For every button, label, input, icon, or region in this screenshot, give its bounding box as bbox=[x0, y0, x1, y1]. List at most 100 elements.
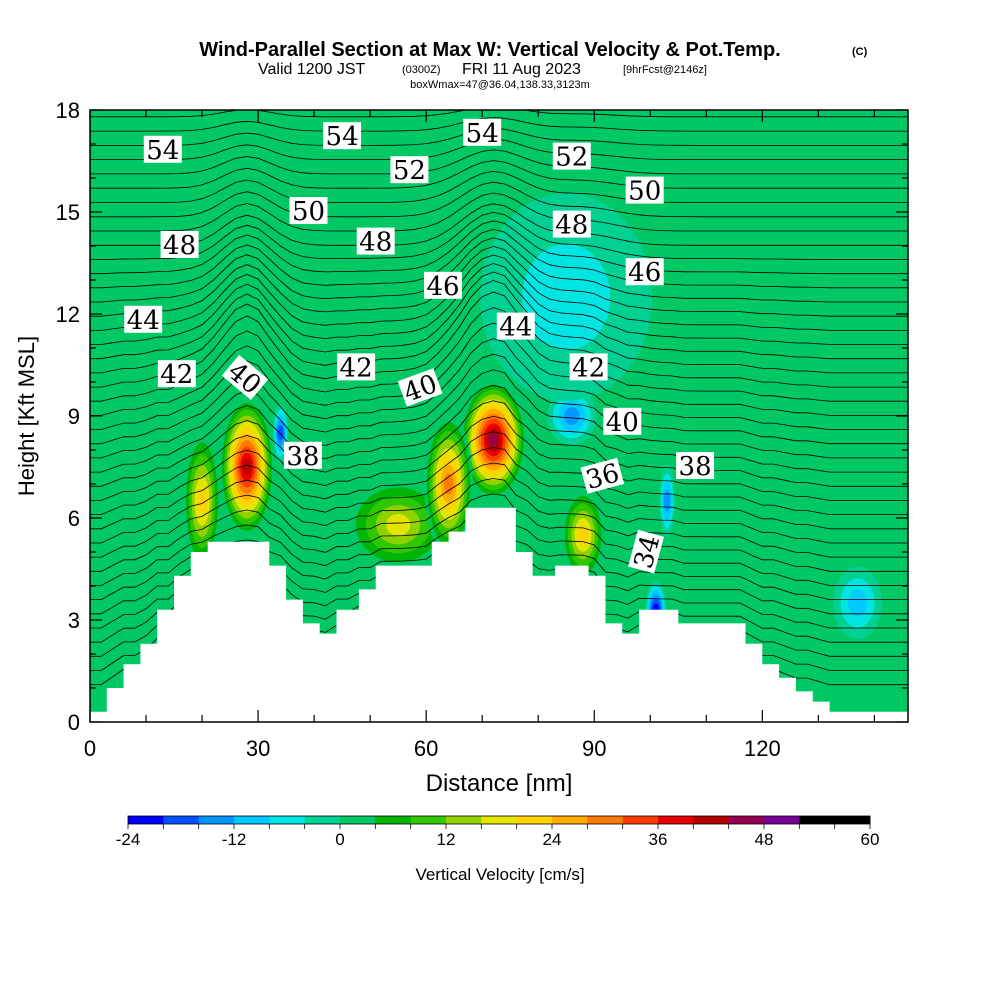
contour-label-text: 42 bbox=[572, 353, 605, 383]
theta-contour-line bbox=[90, 228, 908, 289]
colorbar-tick-label: 0 bbox=[335, 830, 344, 849]
colorbar-label: Vertical Velocity [cm/s] bbox=[415, 865, 584, 884]
theta-contour-line bbox=[90, 384, 908, 473]
theta-contour-line bbox=[90, 170, 908, 203]
x-tick-label: 60 bbox=[414, 736, 438, 761]
box-info: boxWmax=47@36.04,138.33,3123m bbox=[410, 79, 590, 91]
contour-label: 44 bbox=[124, 305, 163, 336]
y-tick-label: 12 bbox=[56, 302, 80, 327]
contour-label-text: 44 bbox=[499, 313, 532, 343]
colorbar-swatch bbox=[516, 816, 553, 824]
velocity-contour-band bbox=[277, 425, 284, 441]
velocity-contour-band bbox=[386, 513, 411, 536]
contour-label-box bbox=[390, 156, 429, 184]
contour-label-text: 48 bbox=[555, 211, 588, 241]
velocity-cell bbox=[833, 567, 882, 639]
contour-label-box bbox=[143, 135, 182, 163]
contour-label-text: 38 bbox=[679, 452, 712, 482]
colorbar-swatch bbox=[128, 816, 164, 824]
colorbar-tick-label: 36 bbox=[649, 830, 668, 849]
contour-label-text: 48 bbox=[163, 231, 196, 261]
contour-label-box bbox=[463, 118, 502, 146]
theta-contour-line bbox=[90, 462, 908, 544]
contour-label-box bbox=[221, 354, 269, 401]
velocity-contour-band bbox=[848, 589, 868, 617]
theta-contour-line bbox=[90, 237, 908, 303]
x-tick-label: 90 bbox=[582, 736, 606, 761]
velocity-contour-band bbox=[663, 490, 671, 512]
contour-label-box bbox=[625, 176, 664, 204]
colorbar-swatch bbox=[340, 816, 376, 824]
contour-label: 40 bbox=[603, 407, 642, 438]
y-axis: 0 3 6 9 12 15 18 bbox=[56, 98, 908, 735]
theta-contour-line bbox=[90, 280, 908, 374]
contour-label-box bbox=[625, 258, 664, 286]
contour-label: 54 bbox=[323, 122, 362, 152]
contour-label-box bbox=[496, 312, 535, 340]
contour-label: 42 bbox=[337, 353, 376, 383]
colorbar-swatch bbox=[304, 816, 341, 824]
theta-contour-line bbox=[90, 149, 908, 175]
colorbar-swatch bbox=[587, 816, 624, 824]
contour-label-text: 50 bbox=[292, 197, 325, 227]
theta-contour-line bbox=[90, 271, 908, 360]
velocity-contour-band bbox=[197, 487, 207, 515]
contour-label-box bbox=[124, 305, 163, 333]
colorbar-swatch bbox=[446, 816, 482, 824]
colorbar-swatch bbox=[658, 816, 694, 824]
x-axis: 0 30 60 90 120 bbox=[84, 110, 875, 761]
x-tick-label: 120 bbox=[744, 736, 781, 761]
y-axis-label: Height [Kft MSL] bbox=[14, 336, 39, 496]
contour-label-text: 46 bbox=[426, 272, 459, 302]
contour-label-text: 52 bbox=[555, 143, 588, 173]
contour-label-box bbox=[289, 197, 328, 224]
contour-label-text: 42 bbox=[340, 353, 373, 383]
copyright-mark: (C) bbox=[852, 46, 868, 58]
colorbar-swatch bbox=[834, 816, 871, 824]
contour-label: 52 bbox=[552, 142, 591, 173]
colorbar-swatch bbox=[622, 816, 659, 824]
contour-label-box bbox=[283, 441, 322, 469]
contour-label: 52 bbox=[390, 156, 429, 186]
contour-label-text: 40 bbox=[606, 408, 639, 438]
contour-label: 46 bbox=[625, 258, 664, 288]
velocity-cell bbox=[219, 397, 275, 537]
colorbar-tick-label: 60 bbox=[861, 830, 880, 849]
contour-label-box bbox=[160, 231, 199, 258]
contour-label: 42 bbox=[157, 360, 196, 390]
velocity-contour-band bbox=[488, 432, 498, 447]
y-tick-label: 18 bbox=[56, 98, 80, 123]
colorbar-swatch bbox=[799, 816, 836, 824]
colorbar-tick-label: 24 bbox=[543, 830, 562, 849]
colorbar-swatch bbox=[552, 816, 588, 824]
theta-contour-line bbox=[90, 245, 908, 317]
theta-contour-line bbox=[90, 263, 908, 345]
contour-label-box bbox=[356, 227, 395, 255]
velocity-field bbox=[183, 193, 882, 639]
theta-contour-line bbox=[90, 353, 908, 445]
theta-contour-line bbox=[90, 254, 908, 331]
colorbar-frame bbox=[127, 815, 871, 825]
contour-label: 50 bbox=[289, 197, 328, 227]
theta-contour-line bbox=[90, 192, 908, 232]
contour-label-box bbox=[323, 122, 362, 150]
x-axis-label: Distance [nm] bbox=[426, 770, 573, 797]
theta-contour-line bbox=[90, 220, 908, 275]
valid-zulu: (0300Z) bbox=[402, 64, 441, 76]
colorbar-swatch bbox=[234, 816, 270, 824]
contour-label-box bbox=[580, 457, 625, 494]
contour-label-box bbox=[397, 368, 443, 407]
velocity-contour-band bbox=[577, 525, 589, 545]
contour-label-box bbox=[603, 407, 642, 435]
contour-label-text: 48 bbox=[359, 228, 392, 258]
colorbar-swatch bbox=[481, 816, 518, 824]
contour-label: 48 bbox=[552, 210, 591, 241]
contour-label: 46 bbox=[424, 271, 462, 302]
contour-label: 42 bbox=[569, 353, 608, 383]
y-tick-label: 15 bbox=[56, 200, 80, 225]
velocity-cell bbox=[424, 414, 473, 554]
colorbar-tick-label: 12 bbox=[437, 830, 456, 849]
y-tick-label: 6 bbox=[68, 506, 80, 531]
